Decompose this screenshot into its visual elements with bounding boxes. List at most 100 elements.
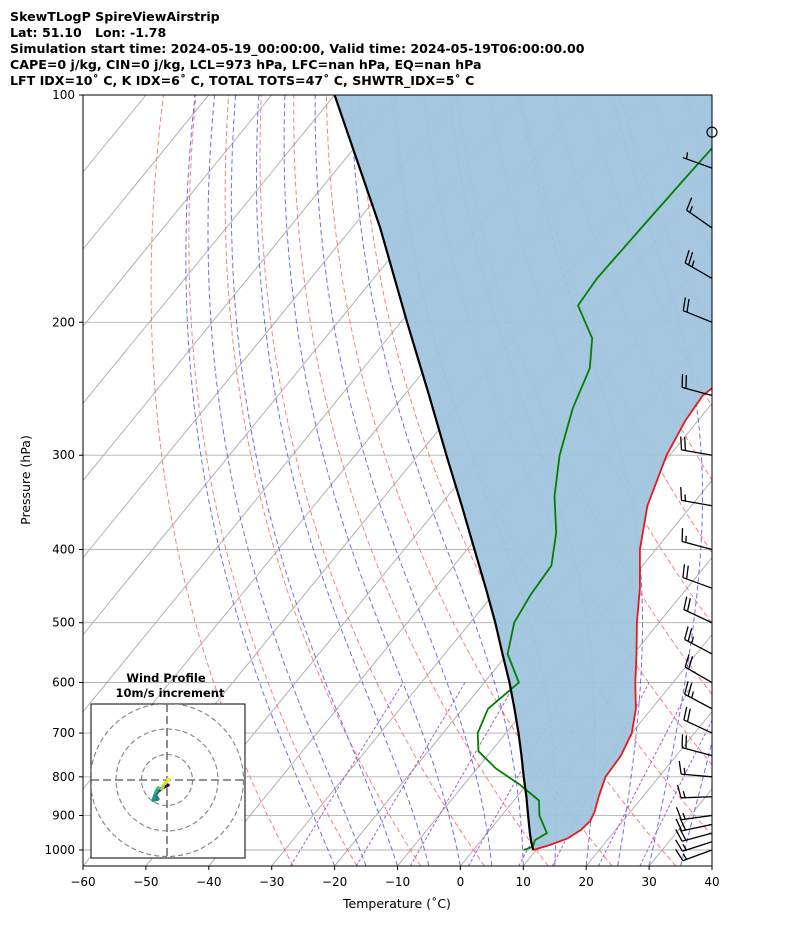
y-tick-label: 200	[52, 315, 75, 329]
barb-shaft	[681, 499, 713, 507]
wind-barb	[678, 760, 713, 778]
dewpoint-line	[476, 146, 712, 851]
y-tick-label: 800	[52, 770, 75, 784]
mixing-ratio-line	[551, 682, 650, 866]
barb-full	[682, 297, 686, 311]
barb-full	[676, 784, 682, 798]
mixing-ratio-line	[409, 682, 517, 866]
x-tick-label: −20	[322, 875, 347, 889]
barb-full	[675, 829, 683, 842]
isotherm-line	[83, 95, 210, 250]
isotherm-line	[83, 95, 84, 96]
barb-full	[684, 681, 689, 695]
barb-half	[685, 152, 689, 160]
moist-adiabat	[207, 95, 367, 866]
barb-full	[687, 656, 694, 670]
barb-full	[684, 626, 689, 640]
x-axis-label: Temperature (˚C)	[342, 896, 451, 911]
wind-barb	[675, 807, 713, 821]
hodograph-ring	[91, 704, 245, 858]
wind-barb	[706, 126, 718, 138]
wind-barb	[684, 626, 713, 655]
barb-shaft	[682, 576, 713, 589]
barb-shaft	[681, 773, 713, 778]
wind-barb	[682, 152, 713, 169]
barb-half	[691, 636, 695, 644]
x-tick-label: −30	[259, 875, 284, 889]
cape-line: CAPE=0 j/kg, CIN=0 j/kg, LCL=973 hPa, LF…	[10, 57, 482, 72]
wind-barb	[683, 596, 713, 624]
y-tick-label: 700	[52, 726, 75, 740]
wind-barb	[682, 297, 713, 323]
time-line: Simulation start time: 2024-05-19_00:00:…	[10, 41, 585, 56]
barb-shaft	[684, 693, 713, 710]
isotherm-line	[711, 865, 712, 866]
barb-half	[682, 812, 686, 820]
mixing-ratio-line	[355, 682, 466, 866]
moist-adiabat	[185, 95, 336, 866]
barb-half	[682, 853, 688, 860]
barb-shaft	[681, 540, 713, 551]
dry-adiabat	[783, 95, 794, 866]
barb-full	[680, 436, 683, 450]
barb-half	[683, 767, 686, 775]
profile-lines	[333, 95, 712, 851]
barb-full	[683, 706, 688, 721]
x-axis: −60 −50 −40 −30 −20 −10 0 10 20 30 40	[70, 866, 720, 889]
chart-header: SkewTLogP SpireViewAirstrip Lat: 51.10 L…	[10, 9, 584, 89]
barb-full	[687, 683, 693, 697]
wind-barb	[683, 706, 713, 734]
barb-full	[682, 564, 686, 578]
barb-full	[683, 596, 688, 610]
barb-full	[684, 250, 690, 264]
wind-barb	[675, 828, 713, 842]
moist-adiabat	[314, 95, 493, 866]
x-tick-label: −60	[70, 875, 95, 889]
barb-full	[684, 654, 690, 668]
hodograph-subtitle: 10m/s increment	[116, 686, 225, 700]
x-tick-label: 10	[516, 875, 531, 889]
dry-adiabat	[259, 95, 485, 866]
wind-barb	[681, 374, 713, 397]
y-axis: 100 200 300 400 500 600 700 800 900 1000	[44, 88, 83, 857]
barb-shaft	[686, 209, 713, 229]
barb-shaft	[681, 747, 713, 757]
barb-full	[686, 708, 691, 722]
barb-full	[686, 598, 691, 612]
barb-half	[689, 206, 693, 213]
y-tick-label: 100	[52, 88, 75, 102]
barb-full	[687, 252, 694, 266]
location-line: Lat: 51.10 Lon: -1.78	[10, 25, 167, 40]
wind-barb	[675, 839, 713, 852]
barb-shaft	[682, 841, 713, 852]
isotherm-line	[83, 95, 398, 482]
wind-barb	[676, 784, 713, 799]
wind-barb	[682, 564, 713, 589]
x-tick-label: 20	[579, 875, 594, 889]
chart-title: SkewTLogP SpireViewAirstrip	[10, 9, 220, 24]
wind-barb	[680, 487, 713, 507]
barb-half	[682, 843, 687, 851]
dry-adiabat	[188, 95, 358, 866]
calm-circle	[706, 126, 718, 138]
isotherm-line	[397, 479, 712, 866]
barb-half	[682, 791, 686, 798]
isotherm-line	[83, 95, 335, 405]
isotherm-line	[83, 95, 273, 328]
barb-shaft	[680, 796, 713, 799]
dry-adiabat	[717, 95, 794, 866]
x-tick-label: 30	[641, 875, 656, 889]
y-tick-label: 500	[52, 616, 75, 630]
barb-shaft	[684, 666, 713, 684]
y-tick-label: 400	[52, 543, 75, 557]
moist-adiabat	[230, 95, 398, 866]
wind-barb	[680, 436, 713, 456]
barb-full	[680, 487, 683, 501]
hodograph-inset: Wind Profile 10m/s increment	[90, 671, 246, 859]
barb-full	[686, 298, 690, 313]
y-tick-label: 900	[52, 808, 75, 822]
barb-shaft	[682, 849, 713, 862]
x-tick-label: 0	[457, 875, 465, 889]
wind-barb	[684, 681, 713, 710]
